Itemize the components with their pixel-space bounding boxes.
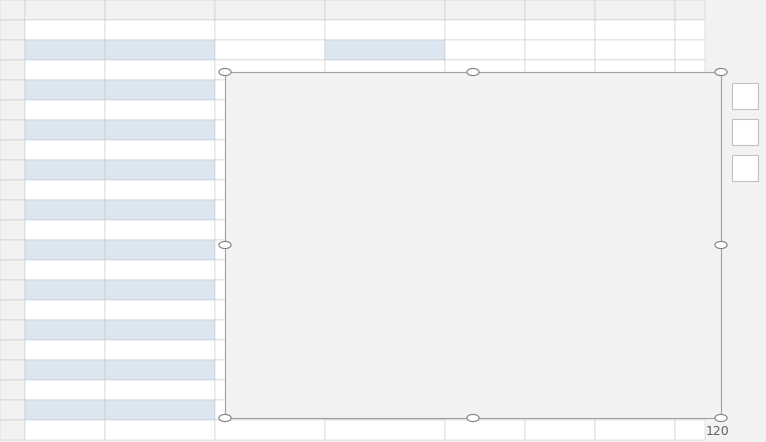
Text: 3: 3: [9, 65, 16, 75]
Text: 6: 6: [9, 125, 16, 135]
Text: 26.41338045: 26.41338045: [348, 45, 422, 55]
Text: H: H: [686, 5, 694, 15]
Text: 0.006920495: 0.006920495: [141, 285, 210, 295]
Text: F: F: [557, 5, 563, 15]
Text: 16: 16: [5, 325, 19, 335]
Text: 0.004798324: 0.004798324: [141, 145, 210, 155]
Text: 11: 11: [5, 225, 19, 235]
Text: 16: 16: [86, 165, 100, 175]
Text: Average: Average: [244, 25, 296, 35]
Text: 4: 4: [9, 85, 16, 95]
Text: 0.006277800: 0.006277800: [141, 245, 210, 255]
Text: Data: Data: [51, 25, 80, 35]
Text: 1: 1: [9, 25, 16, 35]
Text: 25: 25: [86, 345, 100, 355]
Text: +: +: [738, 88, 751, 103]
Text: 2: 2: [9, 45, 16, 55]
Text: 8: 8: [9, 165, 16, 175]
Text: 28: 28: [86, 405, 100, 415]
Text: ✓: ✓: [740, 126, 750, 138]
Text: 0.008611281: 0.008611281: [141, 385, 210, 395]
Text: 19: 19: [86, 225, 100, 235]
Text: 12: 12: [5, 245, 20, 255]
Text: 21: 21: [5, 425, 20, 435]
Text: 10: 10: [86, 45, 100, 55]
Text: 20: 20: [86, 245, 100, 255]
Text: 24: 24: [86, 325, 100, 335]
Text: 13: 13: [86, 105, 100, 115]
Text: 0.008957492: 0.008957492: [141, 405, 210, 415]
Text: 18: 18: [5, 365, 20, 375]
Text: D: D: [381, 5, 389, 15]
Text: 9: 9: [9, 185, 16, 195]
Text: 17: 17: [5, 345, 20, 355]
Text: G: G: [630, 5, 640, 15]
Text: B: B: [156, 5, 164, 15]
Text: 0.007585372: 0.007585372: [141, 325, 210, 335]
Text: 0.004266236: 0.004266236: [141, 105, 210, 115]
Text: 0.005966352: 0.005966352: [141, 225, 210, 235]
Text: 15: 15: [5, 305, 19, 315]
Text: 11: 11: [86, 65, 100, 75]
Text: 26: 26: [86, 365, 100, 375]
Text: 0.005365920: 0.005365920: [141, 185, 210, 195]
Text: 14: 14: [86, 125, 100, 135]
Text: 0.006596045: 0.006596045: [141, 265, 210, 275]
Text: 0.009304275: 0.009304275: [141, 425, 210, 435]
Text: 14: 14: [5, 285, 20, 295]
Text: 0.004527709: 0.004527709: [141, 125, 210, 135]
Text: 0.005662234: 0.005662234: [141, 205, 210, 215]
Text: Standard Deviation: Standard Deviation: [325, 25, 446, 35]
Text: 0.003771467: 0.003771467: [141, 65, 210, 75]
Text: C: C: [266, 5, 274, 15]
Text: 21: 21: [86, 265, 100, 275]
Title: Chart Title: Chart Title: [422, 49, 524, 68]
Text: E: E: [482, 5, 489, 15]
Text: 5: 5: [9, 105, 16, 115]
Text: 0.008266595: 0.008266595: [141, 365, 210, 375]
Text: 27: 27: [86, 385, 100, 395]
Text: 13: 13: [5, 265, 19, 275]
Text: A: A: [61, 5, 69, 15]
Text: 15: 15: [86, 145, 100, 155]
Text: 23: 23: [86, 305, 100, 315]
Text: 12: 12: [86, 85, 100, 95]
Text: 20: 20: [5, 405, 20, 415]
Text: 0.005077830: 0.005077830: [141, 165, 210, 175]
Text: 0.007250506: 0.007250506: [141, 305, 210, 315]
Text: 17: 17: [86, 185, 100, 195]
Text: 22: 22: [86, 285, 100, 295]
Text: 0.003538419: 0.003538419: [141, 45, 210, 55]
Text: 29: 29: [86, 425, 100, 435]
Text: Distribution: Distribution: [123, 25, 197, 35]
Text: 19: 19: [5, 385, 20, 395]
Text: 0.007924339: 0.007924339: [141, 345, 210, 355]
Text: 10: 10: [5, 205, 19, 215]
Text: ▼: ▼: [741, 163, 749, 173]
Text: 18: 18: [86, 205, 100, 215]
Text: 55: 55: [263, 45, 277, 55]
Text: 0.004014106: 0.004014106: [141, 85, 210, 95]
Text: 7: 7: [9, 145, 16, 155]
